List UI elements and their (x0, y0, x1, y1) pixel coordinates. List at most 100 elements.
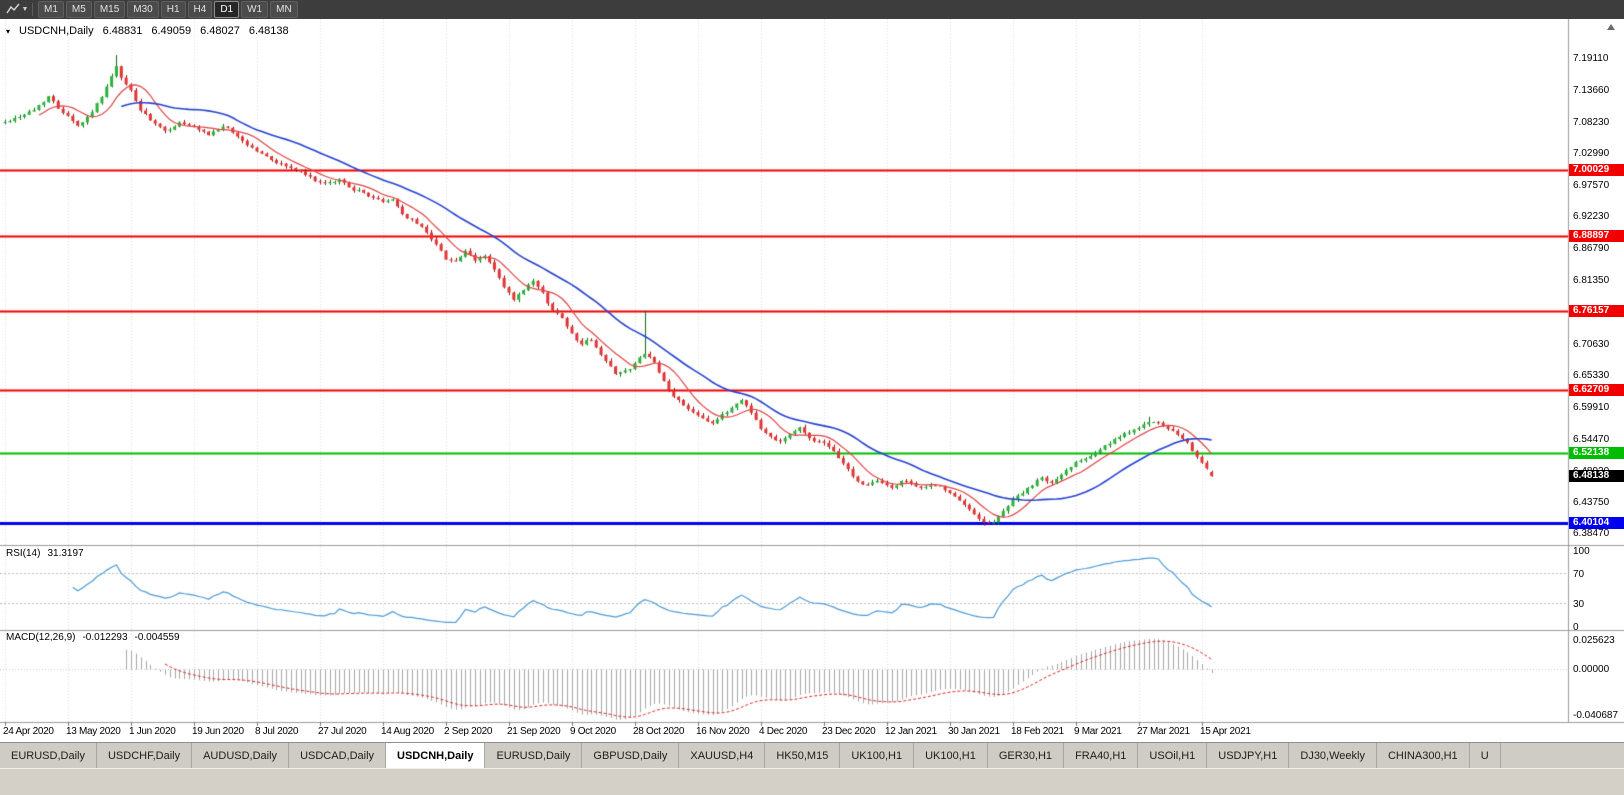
time-axis-label: 2 Sep 2020 (443, 726, 493, 737)
price-axis-tick: 7.19110 (1573, 52, 1609, 64)
chart-tab-china300-h1[interactable]: CHINA300,H1 (1376, 743, 1470, 768)
rsi-name: RSI(14) (6, 548, 41, 559)
chevron-down-icon: ▼ (21, 6, 29, 13)
timeframe-buttons: M1 M5 M15 M30 H1 H4 D1 W1 MN (38, 1, 298, 18)
rsi-indicator-label: RSI(14) 31.3197 (6, 548, 84, 559)
chart-tab-usdjpy-h1[interactable]: USDJPY,H1 (1207, 743, 1290, 768)
chart-title-ohlc: ▾ USDCNH,Daily 6.48831 6.49059 6.48027 6… (6, 25, 289, 37)
timeframe-button-d1[interactable]: D1 (214, 1, 240, 18)
time-axis-label: 18 Feb 2021 (1010, 726, 1064, 737)
time-axis-label: 19 Jun 2020 (191, 726, 244, 737)
time-axis-label: 15 Apr 2021 (1199, 726, 1251, 737)
current-price-tag: 6.48138 (1569, 470, 1624, 483)
chart-tab-usoil-h1[interactable]: USOil,H1 (1138, 743, 1208, 768)
macd-axis-tick: 0.025623 (1573, 634, 1615, 646)
price-axis-tick: 6.70630 (1573, 338, 1610, 350)
time-axis-label: 28 Oct 2020 (632, 726, 685, 737)
macd-axis-tick: -0.040687 (1573, 710, 1619, 722)
price-axis-tick: 6.65330 (1573, 369, 1610, 381)
chart-scroll-arrow-icon[interactable] (1607, 24, 1615, 30)
chart-tab-uk100-h1[interactable]: UK100,H1 (840, 743, 915, 768)
price-chart-canvas[interactable] (0, 19, 1624, 742)
timeframe-button-m5[interactable]: M5 (65, 1, 92, 18)
rsi-axis-tick: 30 (1573, 599, 1585, 611)
hline-price-tag: 6.62709 (1569, 384, 1624, 397)
price-axis-tick: 6.97570 (1573, 179, 1610, 191)
time-axis-label: 30 Jan 2021 (947, 726, 1000, 737)
timeframe-button-h1[interactable]: H1 (160, 1, 186, 18)
time-axis-label: 12 Jan 2021 (884, 726, 937, 737)
chart-window: ▾ USDCNH,Daily 6.48831 6.49059 6.48027 6… (0, 19, 1624, 742)
hline-price-tag: 6.40104 (1569, 517, 1624, 530)
timeframe-button-m1[interactable]: M1 (38, 1, 64, 18)
timeframe-button-mn[interactable]: MN (270, 1, 298, 18)
hline-price-tag: 6.76157 (1569, 305, 1624, 317)
chart-symbol-period: USDCNH,Daily (19, 25, 94, 37)
price-axis-tick: 6.38470 (1573, 528, 1610, 540)
time-axis-label: 27 Mar 2021 (1136, 726, 1190, 737)
chart-tab-fra40-h1[interactable]: FRA40,H1 (1064, 743, 1139, 768)
time-axis-label: 27 Jul 2020 (317, 726, 367, 737)
timeframe-button-w1[interactable]: W1 (241, 1, 269, 18)
timeframe-button-m30[interactable]: M30 (127, 1, 159, 18)
price-axis-tick: 6.92230 (1573, 211, 1610, 223)
chart-tab-audusd-daily[interactable]: AUDUSD,Daily (192, 743, 290, 768)
chart-tab-usdcnh-daily[interactable]: USDCNH,Daily (386, 743, 486, 768)
time-axis-label: 16 Nov 2020 (695, 726, 750, 737)
chart-tab-uk100-h1[interactable]: UK100,H1 (914, 743, 988, 768)
time-axis-label: 8 Jul 2020 (254, 726, 299, 737)
ohlc-open: 6.48831 (102, 25, 143, 37)
price-axis-tick: 6.86790 (1573, 243, 1610, 255)
rsi-axis-tick: 100 (1573, 546, 1590, 557)
macd-signal-value: -0.004559 (134, 632, 180, 643)
macd-name: MACD(12,26,9) (6, 632, 76, 643)
timeframe-button-m15[interactable]: M15 (93, 1, 126, 18)
time-axis-label: 4 Dec 2020 (758, 726, 808, 737)
macd-main-value: -0.012293 (82, 632, 128, 643)
chart-tab-eurusd-daily[interactable]: EURUSD,Daily (485, 743, 583, 768)
hline-price-tag: 6.88897 (1569, 229, 1624, 242)
time-axis-label: 23 Dec 2020 (821, 726, 876, 737)
ohlc-high: 6.49059 (151, 25, 192, 37)
time-axis-label: 13 May 2020 (65, 726, 121, 737)
time-axis-label: 9 Mar 2021 (1073, 726, 1122, 737)
chart-tab-gbpusd-daily[interactable]: GBPUSD,Daily (582, 743, 680, 768)
time-axis-label: 24 Apr 2020 (3, 726, 54, 737)
price-axis-tick: 7.13660 (1573, 85, 1610, 97)
chart-tab-usdchf-daily[interactable]: USDCHF,Daily (96, 743, 193, 768)
time-axis-label: 9 Oct 2020 (569, 726, 616, 737)
rsi-value: 31.3197 (47, 548, 84, 559)
price-axis-tick: 7.02990 (1573, 147, 1610, 159)
line-tool-icon[interactable]: ▼ (4, 2, 30, 17)
chart-tab-dj30-weekly[interactable]: DJ30,Weekly (1289, 743, 1377, 768)
timeframe-toolbar: ▼ M1 M5 M15 M30 H1 H4 D1 W1 MN (0, 0, 1624, 19)
chart-line-glyph (5, 3, 20, 14)
time-axis-label: 1 Jun 2020 (128, 726, 176, 737)
ohlc-low: 6.48027 (200, 25, 240, 37)
hline-price-tag: 7.00029 (1569, 164, 1624, 177)
chart-tab-xauusd-h4[interactable]: XAUUSD,H4 (679, 743, 766, 768)
time-axis-label: 14 Aug 2020 (380, 726, 434, 737)
chart-tabs-bar: EURUSD,Daily USDCHF,Daily AUDUSD,Daily USDC… (0, 742, 1624, 768)
chart-tab-u[interactable]: U (1469, 743, 1501, 768)
time-axis-label: 21 Sep 2020 (506, 726, 561, 737)
price-axis-tick: 6.59910 (1573, 401, 1610, 413)
chart-tab-usdcad-daily[interactable]: USDCAD,Daily (289, 743, 387, 768)
price-axis-tick: 6.81350 (1573, 275, 1610, 287)
chart-tab-hk50-m15[interactable]: HK50,M15 (765, 743, 841, 768)
price-axis-tick: 7.08230 (1573, 117, 1610, 129)
price-axis-tick: 6.54470 (1573, 433, 1610, 445)
toolbar-separator (32, 3, 33, 16)
timeframe-button-h4[interactable]: H4 (187, 1, 213, 18)
hline-price-tag: 6.52138 (1569, 446, 1624, 459)
rsi-axis-tick: 0 (1573, 622, 1579, 633)
chart-tab-eurusd-daily[interactable]: EURUSD,Daily (0, 743, 97, 768)
chart-tab-ger30-h1[interactable]: GER30,H1 (987, 743, 1065, 768)
macd-axis-tick: 0.00000 (1573, 663, 1610, 675)
window-footer (0, 768, 1624, 795)
macd-indicator-label: MACD(12,26,9) -0.012293 -0.004559 (6, 632, 180, 643)
dropdown-triangle-icon: ▾ (6, 26, 11, 36)
rsi-axis-tick: 70 (1573, 568, 1585, 580)
ohlc-close: 6.48138 (248, 25, 289, 37)
